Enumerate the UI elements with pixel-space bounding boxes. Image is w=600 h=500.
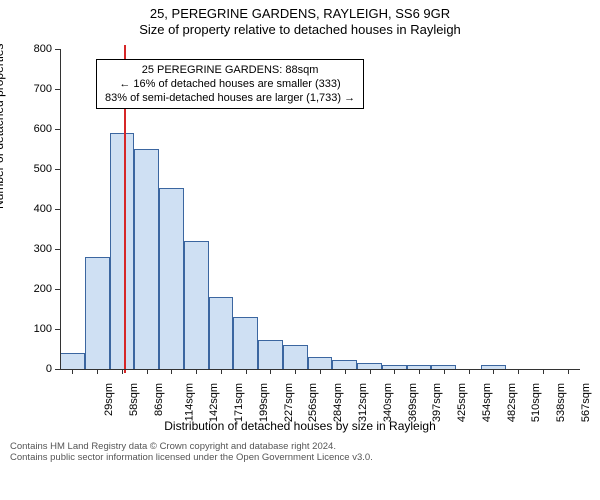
title-line1: 25, PEREGRINE GARDENS, RAYLEIGH, SS6 9GR — [0, 6, 600, 22]
title-line2: Size of property relative to detached ho… — [0, 22, 600, 38]
x-tick — [196, 369, 197, 374]
y-tick-label: 800 — [12, 43, 52, 55]
y-tick-label: 0 — [12, 363, 52, 375]
y-tick — [55, 129, 60, 130]
y-axis-title: Number of detached properties — [0, 43, 6, 208]
y-tick — [55, 89, 60, 90]
footer-line1: Contains HM Land Registry data © Crown c… — [10, 441, 590, 453]
x-tick-label: 284sqm — [332, 383, 344, 422]
histogram-bar — [60, 353, 85, 368]
y-tick-label: 200 — [12, 283, 52, 295]
x-tick — [493, 369, 494, 374]
x-tick — [419, 369, 420, 374]
y-tick — [55, 49, 60, 50]
annotation-line3: 83% of semi-detached houses are larger (… — [105, 91, 355, 105]
histogram-bar — [308, 357, 333, 368]
histogram-bar — [233, 317, 258, 369]
x-tick-label: 199sqm — [258, 383, 270, 422]
x-tick-label: 538sqm — [555, 383, 567, 422]
histogram-bar — [110, 133, 135, 369]
x-tick — [469, 369, 470, 374]
x-tick — [543, 369, 544, 374]
footer: Contains HM Land Registry data © Crown c… — [0, 437, 600, 465]
x-tick-label: 312sqm — [357, 383, 369, 422]
chart-container: Number of detached properties 0 100 200 300… — [0, 39, 600, 437]
y-axis-line — [60, 49, 61, 369]
annotation-line2: ← 16% of detached houses are smaller (33… — [105, 77, 355, 91]
histogram-bar — [85, 257, 110, 368]
x-tick-label: 510sqm — [530, 383, 542, 422]
annotation-box: 25 PEREGRINE GARDENS: 88sqm ← 16% of det… — [96, 59, 364, 110]
x-tick — [444, 369, 445, 374]
x-tick-label: 369sqm — [407, 383, 419, 422]
x-tick — [147, 369, 148, 374]
x-tick-label: 482sqm — [506, 383, 518, 422]
histogram-bar — [332, 360, 357, 369]
x-tick — [394, 369, 395, 374]
x-tick — [122, 369, 123, 374]
x-tick-label: 142sqm — [209, 383, 221, 422]
y-tick-label: 600 — [12, 123, 52, 135]
y-tick-label: 400 — [12, 203, 52, 215]
histogram-bar — [258, 340, 283, 369]
x-tick — [270, 369, 271, 374]
x-tick-label: 86sqm — [153, 383, 165, 416]
y-tick-label: 500 — [12, 163, 52, 175]
x-tick — [345, 369, 346, 374]
histogram-bar — [184, 241, 209, 369]
footer-line2: Contains public sector information licen… — [10, 452, 590, 464]
y-tick — [55, 329, 60, 330]
x-tick — [221, 369, 222, 374]
x-tick-label: 227sqm — [283, 383, 295, 422]
y-tick — [55, 369, 60, 370]
histogram-bar — [283, 345, 308, 368]
x-tick — [171, 369, 172, 374]
histogram-bar — [209, 297, 234, 369]
x-tick-label: 340sqm — [382, 383, 394, 422]
x-tick — [97, 369, 98, 374]
y-tick — [55, 169, 60, 170]
chart-title-block: 25, PEREGRINE GARDENS, RAYLEIGH, SS6 9GR… — [0, 0, 600, 39]
x-tick — [246, 369, 247, 374]
x-tick-label: 397sqm — [431, 383, 443, 422]
y-tick — [55, 289, 60, 290]
x-tick-label: 425sqm — [456, 383, 468, 422]
x-tick — [295, 369, 296, 374]
x-tick — [518, 369, 519, 374]
y-tick-label: 100 — [12, 323, 52, 335]
x-tick — [320, 369, 321, 374]
x-axis-title: Distribution of detached houses by size … — [0, 419, 600, 433]
x-tick-label: 29sqm — [103, 383, 115, 416]
x-tick-label: 58sqm — [128, 383, 140, 416]
x-tick-label: 567sqm — [580, 383, 592, 422]
x-tick-label: 256sqm — [308, 383, 320, 422]
x-tick — [72, 369, 73, 374]
x-tick — [370, 369, 371, 374]
annotation-line1: 25 PEREGRINE GARDENS: 88sqm — [105, 63, 355, 77]
histogram-bar — [134, 149, 159, 368]
x-tick-label: 171sqm — [233, 383, 245, 422]
x-tick-label: 454sqm — [481, 383, 493, 422]
y-tick-label: 700 — [12, 83, 52, 95]
x-tick-label: 114sqm — [183, 383, 195, 421]
y-tick-label: 300 — [12, 243, 52, 255]
y-tick — [55, 209, 60, 210]
x-tick — [568, 369, 569, 374]
histogram-bar — [159, 188, 184, 369]
y-tick — [55, 249, 60, 250]
